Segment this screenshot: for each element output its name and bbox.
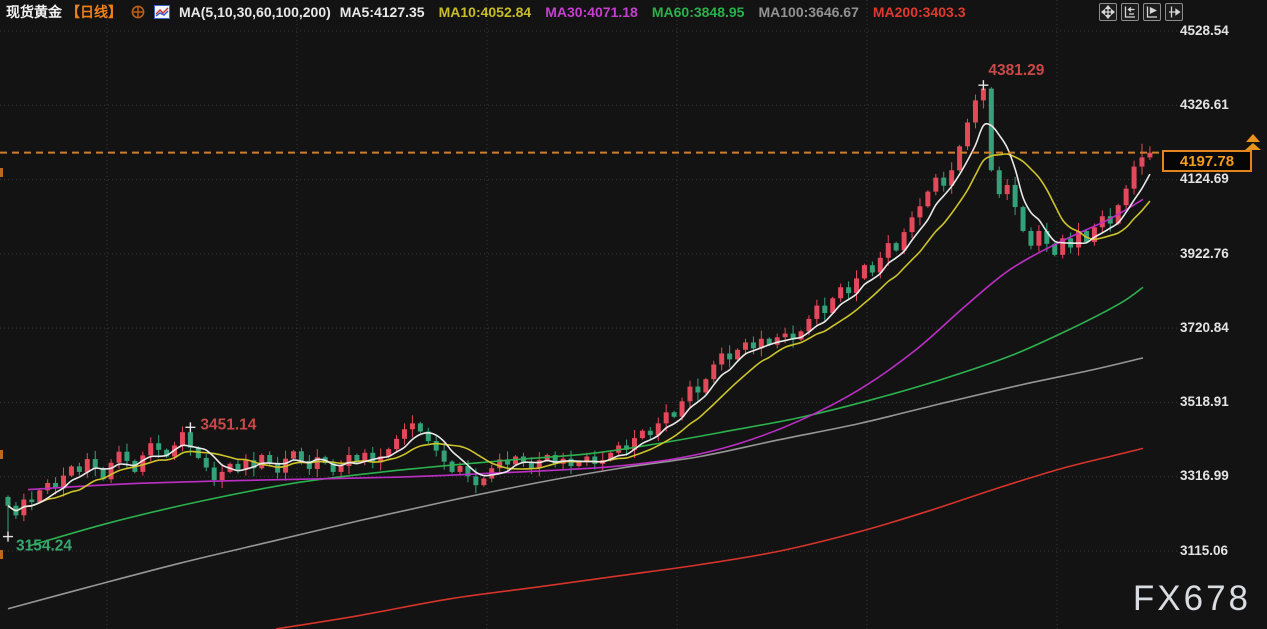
ma-value-0: MA5:4127.35 [339, 3, 425, 20]
chart-toolbar [1099, 3, 1183, 21]
y-axis-tick: 3115.06 [1180, 543, 1229, 558]
watermark: FX678 [1132, 579, 1251, 618]
ma-value-2: MA30:4071.18 [545, 3, 638, 20]
ma-value-1: MA10:4052.84 [438, 3, 532, 20]
ma-value-4: MA100:3646.67 [758, 3, 859, 20]
pan-icon[interactable] [1099, 3, 1117, 21]
y-axis-tick: 3922.76 [1180, 246, 1229, 261]
price-annotation: 4381.29 [988, 62, 1044, 79]
y-axis-tick: 3518.91 [1180, 394, 1229, 409]
y-axis-tick: 3316.99 [1180, 468, 1229, 483]
jump-latest-icon[interactable] [1165, 3, 1183, 21]
chart-style-icon[interactable] [154, 4, 170, 19]
y-axis-tick: 4124.69 [1180, 171, 1229, 186]
chart-header: 现货黄金 【日线】 MA(5,10,30,60,100,200) MA5:412… [6, 0, 966, 23]
y-axis-tick: 4326.61 [1180, 97, 1229, 112]
y-axis-tick: 3720.84 [1180, 320, 1229, 335]
ma-legend: MA5:4127.35 MA10:4052.84 MA30:4071.18 MA60:… [340, 4, 966, 20]
zoom-in-icon[interactable] [1143, 3, 1161, 21]
current-price-tag: 4197.78 [1162, 150, 1252, 172]
ma-value-3: MA60:3848.95 [651, 3, 745, 20]
ma-params-label: MA(5,10,30,60,100,200) [179, 3, 331, 20]
price-annotation: 3154.24 [16, 538, 72, 555]
ma-value-5: MA200:3403.3 [872, 3, 966, 20]
globe-plus-icon[interactable] [131, 5, 145, 19]
timeframe-label[interactable]: 【日线】 [66, 3, 122, 20]
y-axis-tick: 4528.54 [1180, 23, 1229, 38]
zoom-out-icon[interactable] [1121, 3, 1139, 21]
symbol-name: 现货黄金 [6, 3, 62, 20]
price-annotation: 3451.14 [200, 416, 256, 433]
